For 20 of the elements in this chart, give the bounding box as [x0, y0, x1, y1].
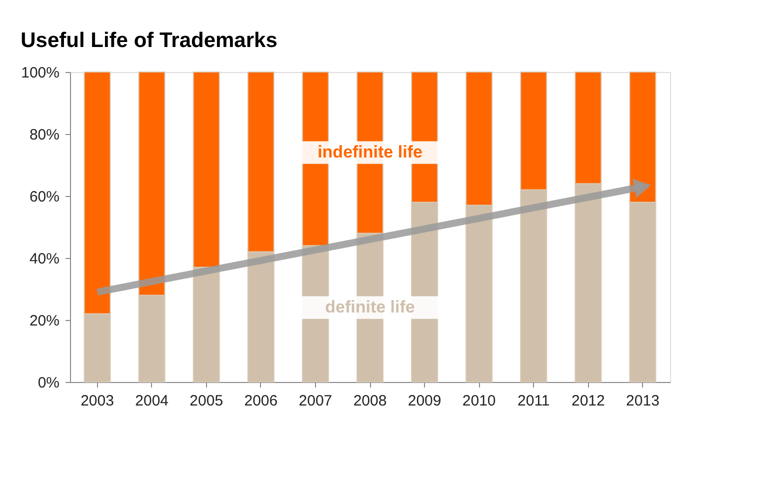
series-label: definite life [325, 298, 415, 317]
y-tick-label: 80% [29, 126, 60, 144]
x-tick-label: 2003 [80, 392, 114, 410]
x-tick-label: 2011 [518, 392, 550, 410]
x-tick-label: 2007 [298, 392, 332, 410]
x-tick-label: 2012 [571, 392, 605, 410]
x-tick-label: 2006 [244, 392, 278, 410]
y-tick-label: 40% [29, 250, 60, 268]
x-tick-label: 2008 [353, 392, 387, 410]
y-tick-label: 60% [29, 188, 60, 206]
y-tick-label: 0% [38, 374, 60, 392]
chart-title: Useful Life of Trademarks [20, 29, 278, 52]
x-tick-label: 2005 [190, 392, 224, 410]
x-tick-label: 2013 [626, 392, 660, 410]
x-tick-label: 2010 [462, 392, 496, 410]
x-tick-label: 2009 [408, 392, 442, 410]
y-tick-label: 100% [21, 64, 60, 82]
y-tick-label: 20% [29, 312, 60, 330]
series-label: indefinite life [318, 142, 422, 162]
x-tick-label: 2004 [135, 392, 169, 410]
